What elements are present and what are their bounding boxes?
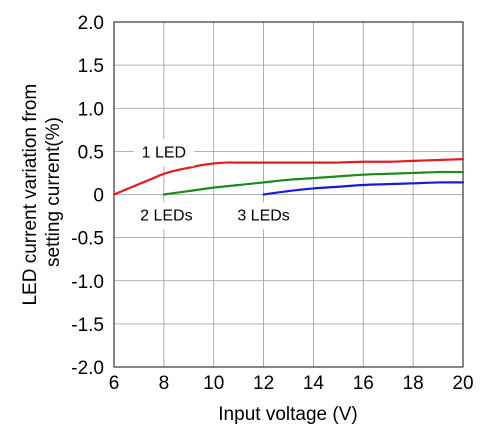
y-tick-label: 0 [93, 186, 104, 207]
x-tick-label: 18 [403, 373, 424, 394]
x-tick-label: 20 [452, 373, 473, 394]
x-tick-label: 10 [203, 373, 224, 394]
y-tick-label: -1.0 [71, 272, 104, 293]
series-label-background [229, 202, 298, 230]
y-tick-label: 2.0 [78, 13, 104, 34]
y-axis-title-line-2: setting current(%) [43, 117, 64, 267]
x-tick-label: 12 [253, 373, 274, 394]
series-line-2 [162, 170, 465, 196]
y-tick-label: 1.5 [78, 56, 104, 77]
x-tick-label: 14 [303, 373, 325, 394]
series-annotations: 1 LED 2 LEDs 3 LEDs [132, 139, 298, 230]
series-label-1: 1 LED [142, 144, 186, 161]
series-line-1 [112, 158, 465, 196]
series-label-2: 2 LEDs [140, 207, 192, 224]
grid [114, 22, 463, 367]
series-label-background [132, 202, 201, 230]
y-tick-label: 1.0 [78, 99, 104, 120]
x-tick-label: 6 [109, 373, 120, 394]
y-axis-title-line-1: LED current variation from [20, 84, 41, 306]
y-tick-label: -1.5 [71, 315, 104, 336]
series-label-background [133, 139, 195, 167]
series-line-3 [262, 181, 465, 196]
y-tick-label: -0.5 [71, 229, 104, 250]
x-axis-title: Input voltage (V) [218, 404, 357, 425]
tick-labels: 6 8 10 12 14 16 18 20 2.0 1.5 1.0 0.5 0 -0.5 -1.0 -1.5 -… [71, 13, 473, 394]
y-tick-label: 0.5 [78, 142, 104, 163]
y-tick-label: -2.0 [71, 358, 104, 379]
y-axis-title: LED current variation from setting curre… [20, 78, 64, 305]
series-lines [112, 158, 465, 196]
x-tick-label: 16 [353, 373, 374, 394]
series-label-3: 3 LEDs [237, 207, 289, 224]
x-tick-label: 8 [159, 373, 170, 394]
